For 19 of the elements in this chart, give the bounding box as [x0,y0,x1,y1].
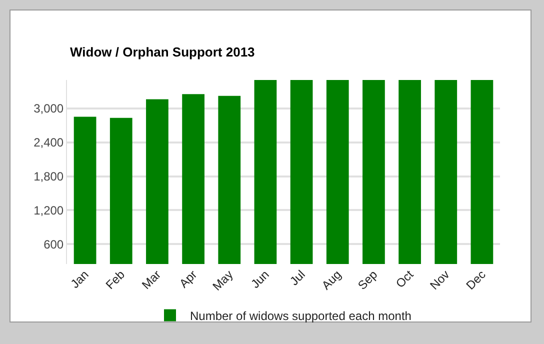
x-tick-label: Apr [176,267,200,291]
y-tick-label: 2,400 [34,135,64,150]
chart-title: Widow / Orphan Support 2013 [70,44,255,60]
x-tick-label: Oct [393,266,417,291]
y-tick-label: 600 [44,237,64,252]
x-tick-label: Jul [287,267,308,288]
y-tick-label: 1,200 [34,203,64,218]
x-tick-label: Dec [463,267,488,292]
x-tick-label: Nov [427,267,452,292]
x-tick-label: Sep [355,267,380,292]
x-tick-label: May [210,267,236,294]
legend-label: Number of widows supported each month [190,308,412,323]
y-tick-label: 3,000 [34,102,64,116]
x-tick-label: Feb [102,267,128,292]
y-tick-label: 1,800 [34,169,64,184]
x-tick-label: Jan [68,267,92,292]
x-tick-label: Aug [318,267,344,292]
x-tick-label: Mar [139,267,164,292]
x-tick-label: Jun [248,267,272,292]
